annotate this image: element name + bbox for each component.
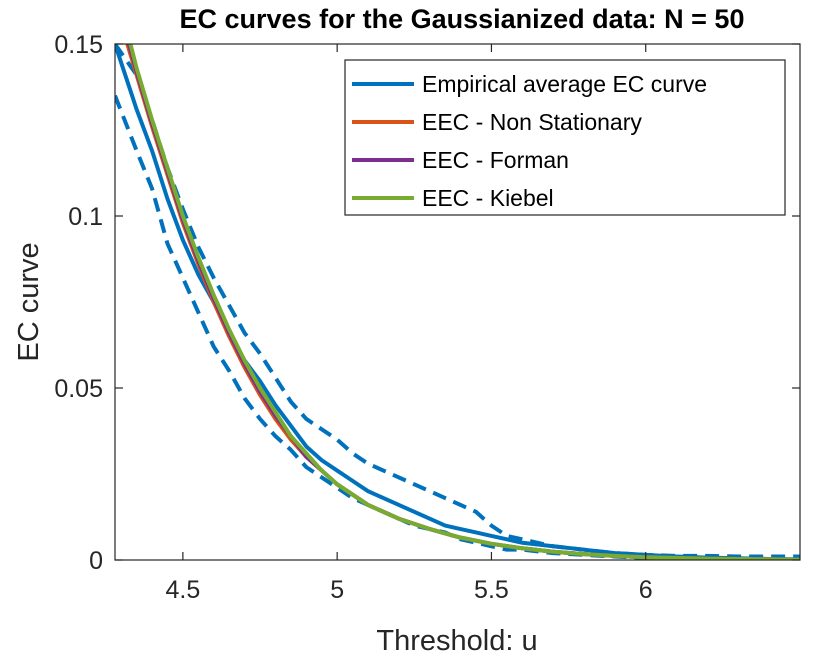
y-tick-label: 0.15 — [54, 31, 103, 59]
plot-box — [114, 43, 801, 561]
x-tick-label: 5.5 — [474, 576, 509, 604]
y-tick-label: 0.05 — [54, 375, 103, 403]
chart-title: EC curves for the Gaussianized data: N =… — [180, 4, 745, 34]
legend-entry-eec-forman: EEC - Forman — [352, 147, 569, 173]
legend-entries: Empirical average EC curve EEC - Non Stat… — [352, 71, 707, 211]
legend-label: Empirical average EC curve — [422, 71, 707, 97]
x-axis-title: Threshold: u — [376, 625, 537, 657]
legend-label: EEC - Forman — [422, 147, 569, 173]
x-tick-label: 5 — [330, 576, 344, 604]
legend-entry-eec-kiebel: EEC - Kiebel — [352, 185, 554, 211]
legend-box — [344, 59, 786, 216]
series-line-eec-kiebel — [128, 44, 800, 560]
tick-layer: 4.5 5 5.5 6 0 0.05 0.1 0.15 — [54, 31, 800, 604]
y-tick-label: 0 — [89, 547, 103, 575]
legend-label: EEC - Non Stationary — [422, 109, 642, 135]
legend: Empirical average EC curve EEC - Non Stat… — [344, 59, 786, 216]
x-tick-label: 4.5 — [166, 576, 201, 604]
y-tick-label: 0.1 — [68, 203, 103, 231]
legend-entry-eec-non-stationary: EEC - Non Stationary — [352, 109, 642, 135]
legend-entry-empirical-average-ec-curve: Empirical average EC curve — [352, 71, 707, 97]
series-layer — [115, 44, 800, 560]
y-axis-title: EC curve — [13, 242, 45, 361]
legend-label: EEC - Kiebel — [422, 185, 554, 211]
x-tick-label: 6 — [639, 576, 653, 604]
